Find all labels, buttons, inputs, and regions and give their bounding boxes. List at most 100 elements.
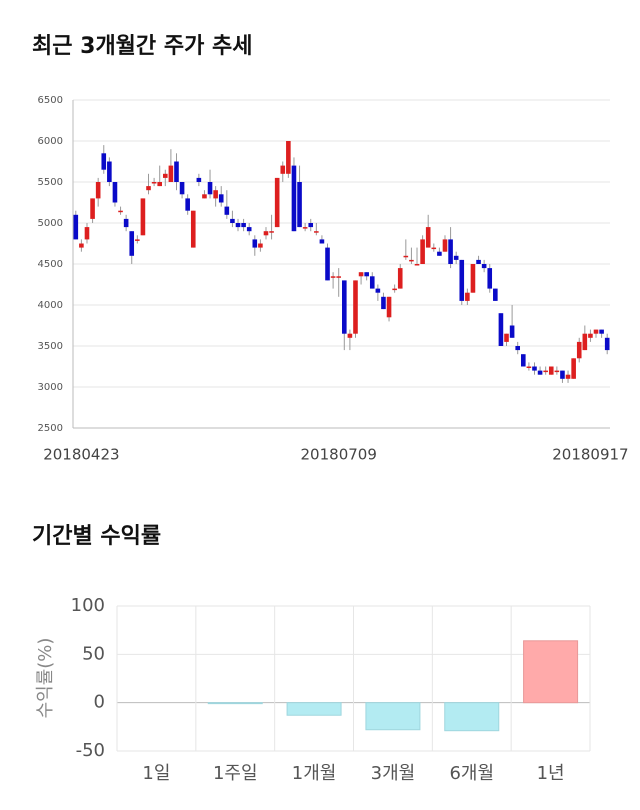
x-tick-label: 6개월 (449, 763, 494, 784)
candle-body (420, 239, 425, 264)
candle-body (381, 296, 386, 310)
candle-body (493, 288, 498, 301)
x-tick-label: 1년 (537, 763, 565, 784)
candle-body (437, 251, 442, 256)
candle-body (280, 165, 286, 174)
candle-body (246, 227, 252, 232)
x-tick-label: 20180709 (301, 446, 377, 464)
candle-body (286, 141, 291, 174)
candle-body (498, 313, 504, 346)
candle-body (224, 206, 230, 215)
candle-body (129, 231, 135, 256)
candle-body (537, 370, 543, 375)
candle-body (543, 370, 548, 373)
candle-body (588, 333, 593, 338)
candle-body (470, 264, 476, 293)
y-tick-label: 3000 (38, 382, 63, 393)
candle-body (481, 264, 487, 269)
candle-body (190, 210, 196, 248)
candle-body (565, 374, 571, 379)
candle-body (599, 329, 604, 334)
candle-body (409, 259, 414, 262)
candle-body (509, 325, 515, 338)
y-tick-label: 100 (71, 595, 105, 616)
candle-body (604, 337, 610, 351)
bar (365, 702, 421, 731)
candle-body (118, 210, 123, 213)
candle-body (73, 214, 79, 240)
candle-body (341, 280, 347, 334)
candle-body (593, 329, 599, 334)
candle-body (95, 182, 101, 199)
candle-body (386, 296, 392, 318)
candle-body (397, 268, 403, 289)
candle-body (314, 231, 319, 233)
candle-body (330, 276, 336, 278)
candle-body (269, 231, 274, 233)
candle-body (179, 182, 185, 195)
candle-body (196, 177, 202, 182)
chart-title: 최근 3개월간 주가 추세 (32, 34, 252, 59)
candle-body (235, 223, 241, 228)
x-tick-label: 20180423 (43, 446, 119, 464)
candle-body (107, 161, 112, 182)
candle-body (140, 198, 146, 236)
y-tick-label: 5000 (38, 218, 63, 229)
candle-body (230, 218, 235, 223)
candle-body (448, 239, 453, 264)
candle-body (162, 173, 168, 178)
candle-body (431, 247, 437, 250)
candle-body (90, 198, 95, 219)
candle-body (263, 231, 269, 236)
candle-body (319, 239, 325, 244)
candle-body (252, 239, 258, 248)
candle-body (202, 194, 207, 199)
candle-body (336, 276, 342, 278)
y-tick-label: 50 (82, 643, 105, 664)
x-tick-label: 1일 (142, 763, 170, 784)
bar (444, 702, 500, 732)
y-tick-label: 3500 (38, 341, 63, 352)
bar (207, 702, 263, 705)
candle-body (157, 182, 163, 187)
candle-body (576, 341, 582, 359)
x-tick-label: 1개월 (292, 763, 337, 784)
candle-body (347, 333, 353, 338)
x-tick-label: 1주일 (213, 763, 258, 784)
candle-body (84, 227, 90, 240)
candle-body (526, 366, 532, 368)
candle-body (151, 182, 157, 184)
candle-body (302, 227, 308, 229)
candle-body (213, 190, 218, 199)
candle-body (459, 259, 465, 301)
candle-body (353, 280, 358, 334)
y-tick-label: 6500 (38, 95, 63, 106)
candle-body (476, 259, 481, 264)
candle-body (571, 358, 576, 379)
candle-body (79, 243, 84, 248)
y-tick-label: 2500 (38, 423, 63, 434)
candle-body (241, 223, 246, 228)
candle-body (375, 288, 381, 293)
candle-body (554, 370, 560, 373)
candle-body (453, 255, 459, 260)
candle-body (146, 186, 151, 191)
y-tick-label: 0 (94, 692, 105, 713)
candle-body (135, 239, 140, 241)
bar (523, 640, 579, 704)
candle-body (123, 218, 129, 228)
bar (286, 702, 342, 716)
candle-body (442, 239, 448, 252)
y-tick-label: 4000 (38, 300, 63, 311)
candle-body (174, 161, 179, 182)
candle-body (548, 366, 554, 375)
y-tick-label: -50 (76, 740, 105, 761)
y-tick-label: 5500 (38, 177, 63, 188)
y-tick-label: 4500 (38, 259, 63, 270)
candle-body (274, 177, 280, 228)
candle-body (325, 247, 330, 281)
x-tick-label: 3개월 (371, 763, 416, 784)
candle-body (308, 223, 314, 228)
y-tick-label: 6000 (38, 136, 63, 147)
candle-body (207, 182, 213, 195)
